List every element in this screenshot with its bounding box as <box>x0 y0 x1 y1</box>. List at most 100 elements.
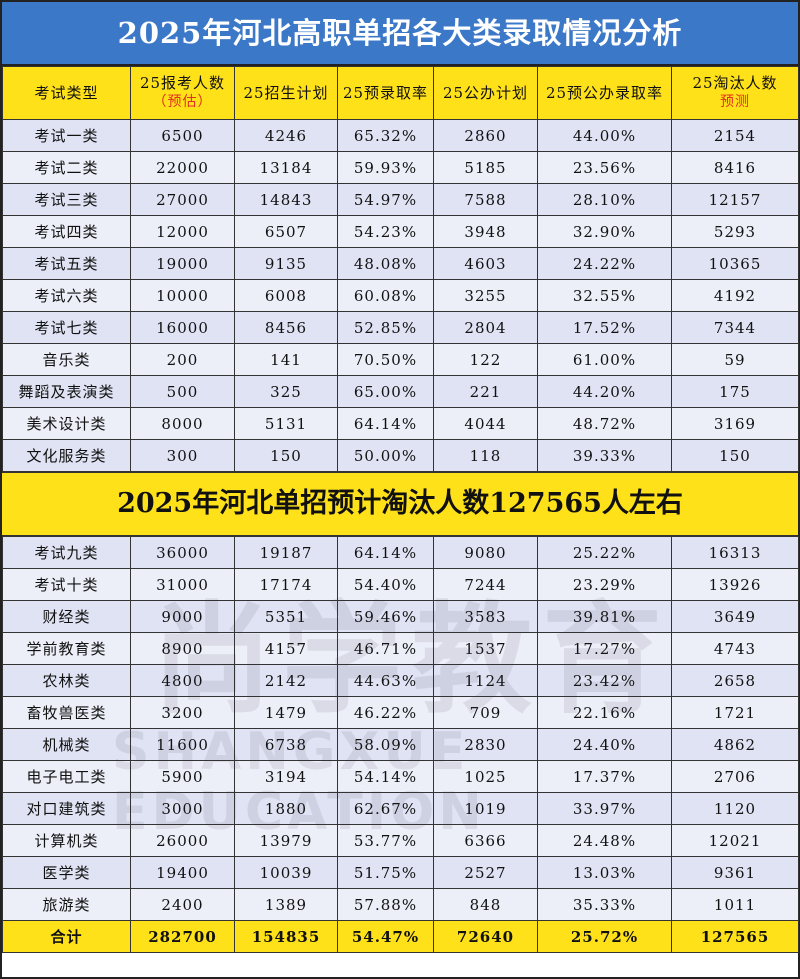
table-cell: 150 <box>671 439 799 472</box>
page-title: 2025年河北高职单招各大类录取情况分析 <box>2 2 798 66</box>
total-row: 合计 282700 154835 54.47% 72640 25.72% 127565 <box>2 920 799 953</box>
row-category: 考试三类 <box>2 183 131 216</box>
table-row: 考试二类 22000 13184 59.93% 5185 23.56% 8416 <box>2 151 799 184</box>
table-cell: 23.56% <box>537 151 672 184</box>
table-cell: 4044 <box>433 407 538 440</box>
table-cell: 25.22% <box>537 536 672 569</box>
row-category: 考试九类 <box>2 536 131 569</box>
top-rows: 考试一类 6500 4246 65.32% 2860 44.00% 2154 考试二类 2200… <box>2 119 799 472</box>
table-row: 农林类 4800 2142 44.63% 1124 23.42% 2658 <box>2 664 799 697</box>
table-cell: 1389 <box>234 888 338 921</box>
table-cell: 9361 <box>671 856 799 889</box>
table-cell: 2830 <box>433 728 538 761</box>
table-cell: 22000 <box>130 151 235 184</box>
row-category: 考试十类 <box>2 568 131 601</box>
table-cell: 19187 <box>234 536 338 569</box>
table-cell: 500 <box>130 375 235 408</box>
table-cell: 35.33% <box>537 888 672 921</box>
table-row: 考试一类 6500 4246 65.32% 2860 44.00% 2154 <box>2 119 799 152</box>
table-cell: 6008 <box>234 279 338 312</box>
table-cell: 12000 <box>130 215 235 248</box>
table-cell: 14843 <box>234 183 338 216</box>
table-cell: 7588 <box>433 183 538 216</box>
table-cell: 3649 <box>671 600 799 633</box>
table-cell: 33.97% <box>537 792 672 825</box>
row-category: 考试七类 <box>2 311 131 344</box>
table-cell: 31000 <box>130 568 235 601</box>
table-cell: 10000 <box>130 279 235 312</box>
header-eliminated: 25淘汰人数 预测 <box>671 66 799 120</box>
table-row: 学前教育类 8900 4157 46.71% 1537 17.27% 4743 <box>2 632 799 665</box>
row-category: 对口建筑类 <box>2 792 131 825</box>
header-public-plan: 25公办计划 <box>433 66 538 120</box>
table-row: 考试九类 36000 19187 64.14% 9080 25.22% 16313 <box>2 536 799 569</box>
table-row: 音乐类 200 141 70.50% 122 61.00% 59 <box>2 343 799 376</box>
table-cell: 4743 <box>671 632 799 665</box>
table-row: 机械类 11600 6738 58.09% 2830 24.40% 4862 <box>2 728 799 761</box>
table-row: 考试十类 31000 17174 54.40% 7244 23.29% 13926 <box>2 568 799 601</box>
table-cell: 17.52% <box>537 311 672 344</box>
table-cell: 26000 <box>130 824 235 857</box>
table-cell: 709 <box>433 696 538 729</box>
table-cell: 6738 <box>234 728 338 761</box>
table-cell: 1537 <box>433 632 538 665</box>
table-cell: 17.37% <box>537 760 672 793</box>
header-sub-label: 预测 <box>720 94 750 110</box>
table-cell: 60.08% <box>337 279 434 312</box>
table-cell: 4192 <box>671 279 799 312</box>
row-category: 电子电工类 <box>2 760 131 793</box>
row-category: 考试一类 <box>2 119 131 152</box>
table-cell: 1721 <box>671 696 799 729</box>
table-cell: 54.23% <box>337 215 434 248</box>
row-category: 畜牧兽医类 <box>2 696 131 729</box>
row-category: 考试五类 <box>2 247 131 280</box>
table-cell: 5131 <box>234 407 338 440</box>
table-cell: 50.00% <box>337 439 434 472</box>
table-cell: 2400 <box>130 888 235 921</box>
table-cell: 48.08% <box>337 247 434 280</box>
table-cell: 8416 <box>671 151 799 184</box>
table-cell: 12157 <box>671 183 799 216</box>
table-cell: 39.33% <box>537 439 672 472</box>
table-cell: 3169 <box>671 407 799 440</box>
header-public-rate: 25预公办录取率 <box>537 66 672 120</box>
row-category: 文化服务类 <box>2 439 131 472</box>
table-cell: 2804 <box>433 311 538 344</box>
table-cell: 1011 <box>671 888 799 921</box>
table-cell: 6500 <box>130 119 235 152</box>
row-category: 农林类 <box>2 664 131 697</box>
table-cell: 3583 <box>433 600 538 633</box>
table-cell: 4862 <box>671 728 799 761</box>
table-cell: 2527 <box>433 856 538 889</box>
table-cell: 17174 <box>234 568 338 601</box>
table-cell: 24.48% <box>537 824 672 857</box>
table-cell: 23.42% <box>537 664 672 697</box>
header-sub-label: （预估） <box>152 94 213 110</box>
table-cell: 122 <box>433 343 538 376</box>
row-category: 旅游类 <box>2 888 131 921</box>
total-cell: 127565 <box>671 920 799 953</box>
table-cell: 2706 <box>671 760 799 793</box>
table-cell: 7244 <box>433 568 538 601</box>
admission-table-top: 考试类型 25报考人数 （预估） 25招生计划 25预录取率 25公办计划 25预… <box>2 66 799 472</box>
table-cell: 32.90% <box>537 215 672 248</box>
table-cell: 5900 <box>130 760 235 793</box>
table-row: 对口建筑类 3000 1880 62.67% 1019 33.97% 1120 <box>2 792 799 825</box>
table-cell: 44.63% <box>337 664 434 697</box>
table-cell: 9080 <box>433 536 538 569</box>
table-cell: 32.55% <box>537 279 672 312</box>
table-row: 财经类 9000 5351 59.46% 3583 39.81% 3649 <box>2 600 799 633</box>
table-cell: 53.77% <box>337 824 434 857</box>
table-cell: 13926 <box>671 568 799 601</box>
table-cell: 3000 <box>130 792 235 825</box>
table-cell: 6507 <box>234 215 338 248</box>
table-row: 舞蹈及表演类 500 325 65.00% 221 44.20% 175 <box>2 375 799 408</box>
table-row: 考试六类 10000 6008 60.08% 3255 32.55% 4192 <box>2 279 799 312</box>
table-cell: 13979 <box>234 824 338 857</box>
table-row: 考试七类 16000 8456 52.85% 2804 17.52% 7344 <box>2 311 799 344</box>
table-cell: 12021 <box>671 824 799 857</box>
table-cell: 46.71% <box>337 632 434 665</box>
total-cell: 25.72% <box>537 920 672 953</box>
table-cell: 10039 <box>234 856 338 889</box>
